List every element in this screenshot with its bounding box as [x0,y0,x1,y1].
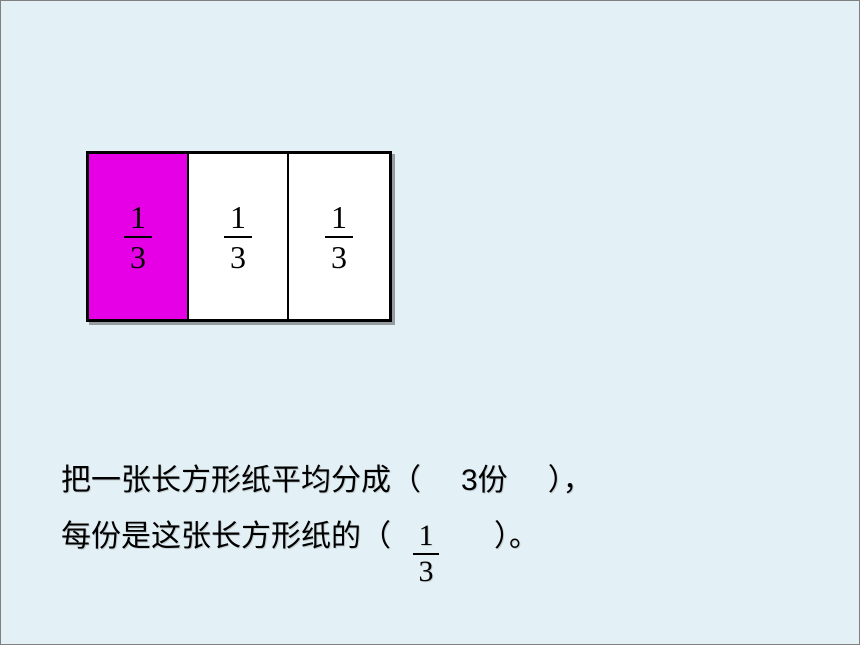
numerator: 1 [230,201,246,236]
denominator: 3 [419,555,434,587]
fraction-rectangle: 1 3 1 3 1 3 [86,151,392,322]
answer-2-fraction: 1 3 [413,521,439,587]
text-line-2: 每份是这张长方形纸的（ 1 3 ）。 [61,503,821,569]
numerator: 1 [331,201,347,236]
fraction-1: 1 3 [124,201,152,273]
cell-3: 1 3 [289,154,389,319]
denominator: 3 [230,238,246,273]
numerator: 1 [130,201,146,236]
line2-part2: ）。 [494,514,539,559]
fraction-3: 1 3 [325,201,353,273]
text-line-1: 把一张长方形纸平均分成（ 3份 ）， [61,458,821,503]
cell-1: 1 3 [89,154,189,319]
line2-part1: 每份是这张长方形纸的（ [61,514,391,559]
denominator: 3 [331,238,347,273]
question-text: 把一张长方形纸平均分成（ 3份 ）， 每份是这张长方形纸的（ 1 3 ）。 [61,458,821,569]
fraction-2: 1 3 [224,201,252,273]
cell-2: 1 3 [189,154,289,319]
line1-part2: ）， [548,458,593,503]
denominator: 3 [130,238,146,273]
answer-1: 3份 [461,458,508,503]
line1-part1: 把一张长方形纸平均分成（ [61,458,421,503]
numerator: 1 [419,521,434,553]
